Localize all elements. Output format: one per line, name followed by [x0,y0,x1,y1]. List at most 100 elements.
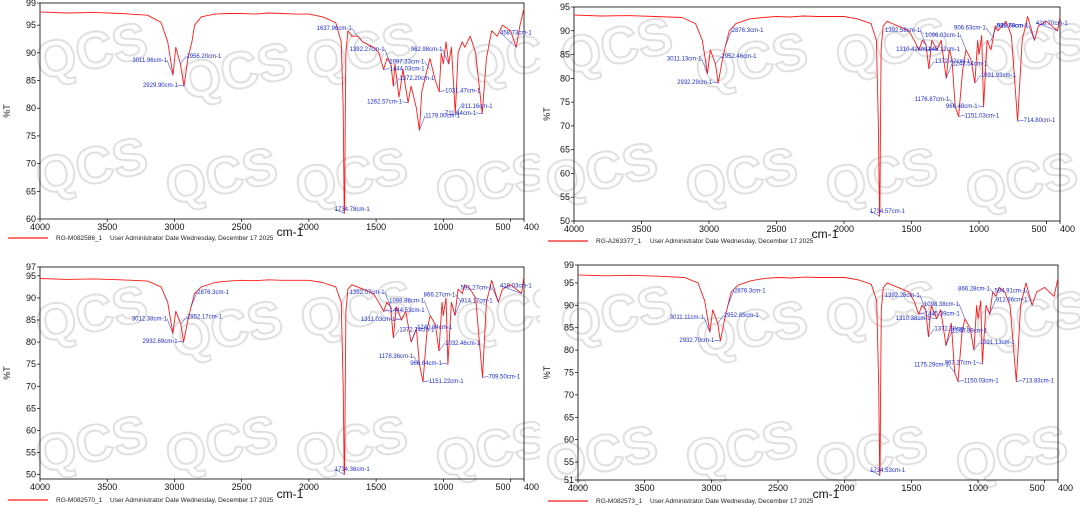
peak-label: 1734.57cm-1 [870,209,906,215]
peak-leader-line [1016,380,1023,382]
peak-label: 912.86cm-1 [996,297,1028,303]
peak-label: 3012.38cm-1 [132,316,168,322]
peak-label: 1175.29cm-1 [914,363,949,369]
y-axis-label: %T [542,107,552,121]
peak-label: 1240.84cm-1 [417,325,453,331]
x-tick-label: 500 [1031,224,1046,234]
peak-label: 3011.96cm-1 [132,58,167,64]
qcs-watermark: QCS [160,405,282,485]
qcs-watermark: QCS [680,410,802,490]
x-tick-label: 3000 [164,222,184,232]
peak-leader-line [945,330,953,346]
peak-leader-line [423,300,431,316]
x-tick-label: 2500 [232,482,252,492]
peak-leader-line [918,313,925,315]
peak-leader-line [717,315,724,324]
peak-label: 1444.03cm-1 [390,66,426,72]
peak-label: 1262.57cm-1 [367,100,403,106]
qcs-watermark: QCS [460,17,540,97]
x-tick-label: 500 [1030,483,1045,493]
peak-leader-line [482,376,489,378]
peak-label: 966.48cm-1 [946,104,978,110]
peak-label: 1240.39cm-1 [952,329,988,335]
qcs-watermark: QCS [540,132,662,212]
x-tick-label: 400 [1060,224,1075,234]
peak-leader-line [714,339,721,342]
peak-leader-line [438,342,446,352]
peak-leader-line [701,58,708,74]
peak-leader-line [419,115,426,131]
x-tick-label: 3000 [164,482,184,492]
peak-label: 1098.38cm-1 [924,302,960,308]
peak-label: 1031.93cm-1 [981,73,1017,79]
peak-label: 1096.03cm-1 [925,33,961,39]
qcs-watermark: QCS [165,290,287,370]
peak-leader-line [383,309,390,312]
peak-leader-line [442,48,449,65]
y-axis-label: %T [542,365,552,379]
x-tick-label: 1000 [433,482,453,492]
peak-leader-line [1017,119,1024,122]
peak-leader-line [919,29,927,46]
y-tick-label: 65 [564,412,574,422]
peak-label: 2956.20cm-1 [186,54,222,60]
peak-label: 1392.28cm-1 [885,293,921,299]
peak-leader-line [166,59,174,76]
peak-leader-line [393,329,400,338]
y-tick-label: 75 [560,97,570,107]
footer-text: User Administrator Date Wednesday, Decem… [110,235,274,242]
x-tick-label: 3500 [631,224,651,234]
y-tick-label: 99 [564,260,574,270]
peak-label: 714.80cm-1 [1024,118,1056,124]
footer-text: User Administrator Date Wednesday, Decem… [650,498,814,505]
qcs-watermark: QCS [30,12,152,92]
peak-label: 967.27cm-1 [945,361,977,367]
x-tick-label: 500 [496,222,511,232]
y-tick-label: 50 [26,470,36,480]
legend-label: RG-M082573_1 [596,498,643,505]
qcs-watermark: QCS [175,32,297,112]
x-tick-label: 3500 [97,222,117,232]
peak-leader-line [499,32,517,48]
legend-label: RG-M082586_1 [56,235,103,242]
y-tick-label: 85 [564,323,574,333]
qcs-watermark: QCS [680,137,802,217]
peak-leader-line [402,101,409,103]
peak-label: 1097.33cm-1 [389,59,425,65]
peak-label: 709.50cm-1 [488,374,520,380]
peak-label: 3011.13cm-1 [667,57,702,63]
peak-label: 2876.3cm-1 [734,288,766,294]
peak-leader-line [985,27,992,36]
spectrum-panel-2: QCS QCS QCS QCS QCS QCS QCS QCS 4000 3500 3000 2500… [540,0,1080,258]
peak-leader-line [931,48,938,51]
peak-leader-line [930,317,937,319]
peak-leader-line [395,318,402,321]
y-tick-label: 80 [560,73,570,83]
y-tick-label: 99 [26,0,36,8]
y-tick-label: 95 [26,20,36,30]
peak-leader-line [334,208,345,214]
peak-label: 1445.39cm-1 [925,311,961,317]
y-tick-label: 60 [26,214,36,224]
qcs-watermark: QCS [30,127,152,207]
peak-label: 906.63cm-1 [954,26,986,32]
peak-label: 3011.11cm-1 [670,315,705,321]
y-tick-label: 50 [560,216,570,226]
peak-leader-line [959,34,967,50]
y-tick-label: 75 [564,368,574,378]
peak-leader-line [410,326,418,343]
peak-label: 962.98cm-1 [411,47,443,53]
peak-label: 911.16cm-1 [461,104,493,110]
x-tick-label: 3000 [701,483,721,493]
peak-leader-line [1025,290,1033,306]
x-tick-label: 2500 [768,483,788,493]
peak-label: 1392.27cm-1 [350,47,386,53]
peak-leader-line [177,84,185,87]
x-tick-label: 4000 [30,482,50,492]
peak-label: 1445.12cm-1 [925,47,961,53]
y-tick-label: 55 [560,192,570,202]
y-tick-label: 65 [560,145,570,155]
